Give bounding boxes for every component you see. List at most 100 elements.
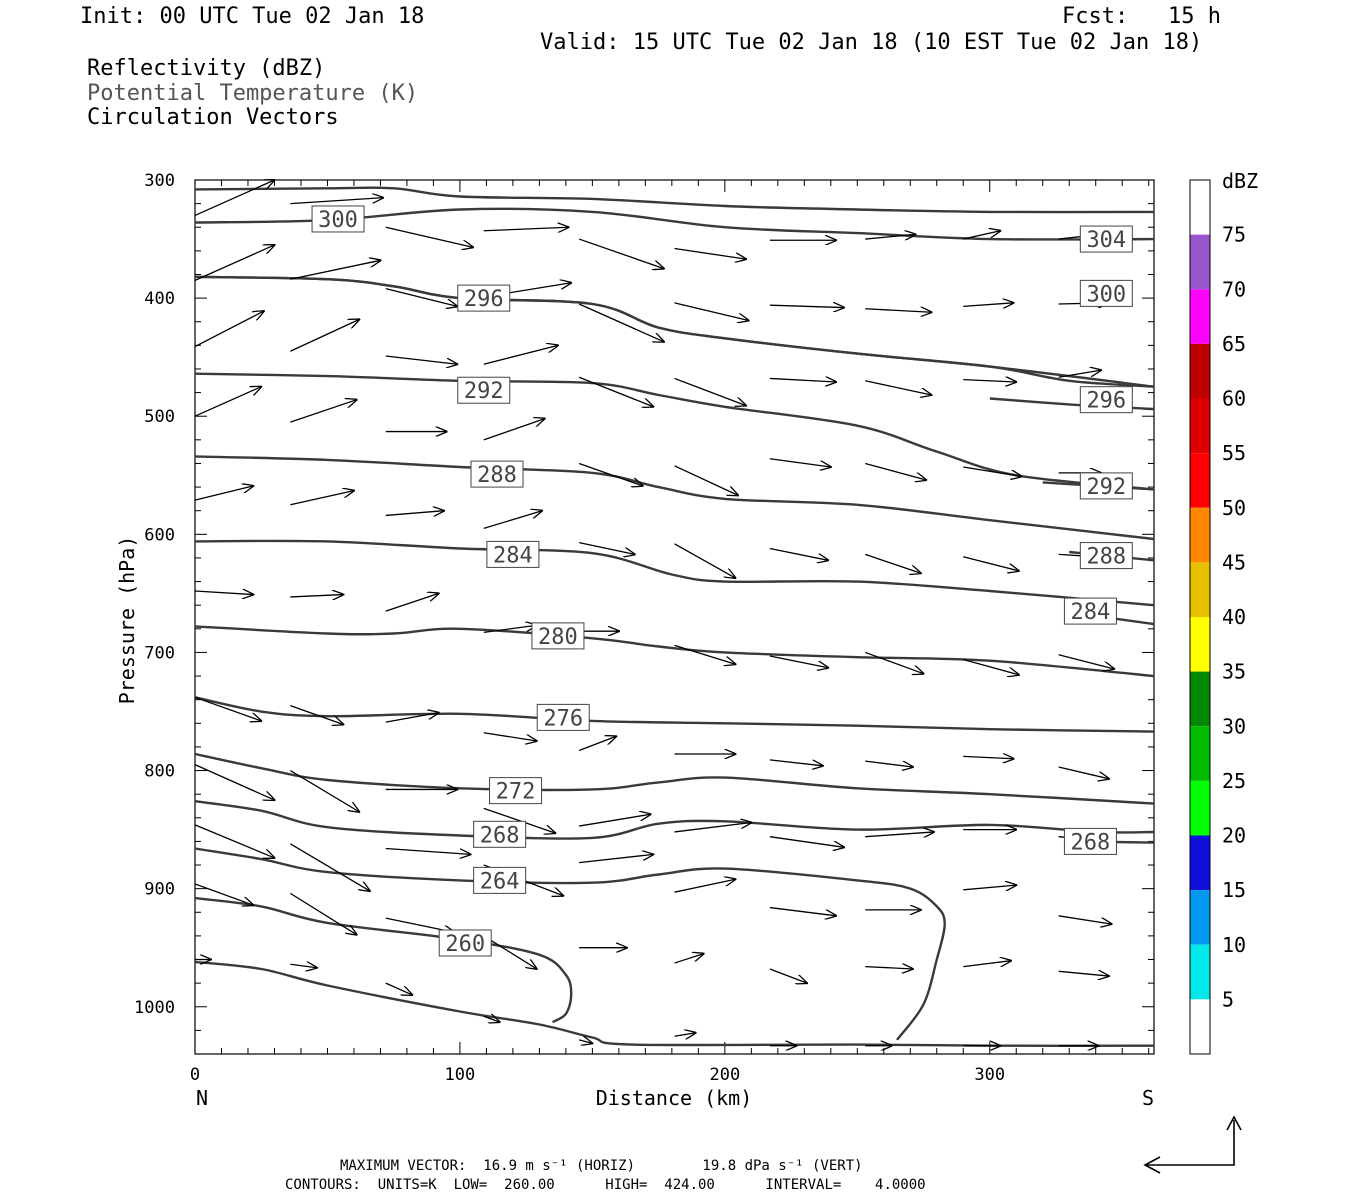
- circulation-vector: [963, 466, 1021, 476]
- valid-time: Valid: 15 UTC Tue 02 Jan 18 (10 EST Tue …: [540, 30, 1203, 55]
- circulation-vector: [963, 885, 1016, 890]
- circulation-vector: [290, 704, 343, 725]
- contour-label-box: [470, 460, 524, 488]
- circulation-vector: [865, 651, 923, 673]
- circulation-vector: [769, 906, 836, 916]
- circulation-vector: [290, 843, 369, 891]
- circulation-vector: [578, 736, 616, 752]
- circulation-vector: [290, 319, 359, 352]
- circulation-vector: [674, 543, 736, 578]
- contour-label-box: [531, 622, 585, 650]
- contour-label: 300: [318, 208, 358, 233]
- circulation-vector: [865, 760, 913, 767]
- circulation-vector: [483, 935, 537, 969]
- contour-labels: 304 300 300 296 296 292 292 288 288 284 284 280 276 2…: [311, 205, 1133, 957]
- colorbar-label: 55: [1222, 441, 1246, 465]
- theta-contour-line: [194, 539, 1155, 607]
- contour-label-box: [1079, 225, 1133, 253]
- y-tick-label: 400: [144, 289, 175, 309]
- circulation-vector: [290, 964, 316, 968]
- contour-label-box: [438, 929, 492, 957]
- circulation-vector: [769, 305, 844, 307]
- circulation-vector: [963, 658, 1019, 675]
- field-label-reflectivity: Reflectivity (dBZ): [87, 56, 326, 81]
- x-axis-title: Distance (km): [596, 1086, 753, 1110]
- contour-label-box: [536, 703, 590, 731]
- circulation-vector: [385, 355, 458, 364]
- y-axis-title: Pressure (hPa): [115, 536, 139, 705]
- plot-border: [194, 179, 1155, 1055]
- circulation-vector: [194, 824, 274, 858]
- circulation-vector: [674, 377, 747, 405]
- circulation-vector: [865, 309, 931, 313]
- circulation-vector: [769, 759, 823, 766]
- circulation-vector: [674, 465, 739, 496]
- circulation-vector: [674, 247, 747, 260]
- circulation-vector: [194, 387, 261, 417]
- circulation-vector: [483, 732, 537, 741]
- circulation-vector: [963, 961, 1011, 968]
- contour-label-box: [473, 820, 527, 848]
- circulation-vector: [194, 486, 253, 501]
- circulation-vector: [385, 593, 439, 612]
- contour-label: 260: [445, 932, 485, 957]
- theta-contour-line: [194, 186, 1155, 214]
- circulation-vector: [579, 814, 651, 827]
- contour-label-box: [1079, 279, 1133, 307]
- contour-label-box: [311, 205, 365, 233]
- contour-label: 296: [464, 287, 504, 312]
- y-tick-label: 600: [144, 525, 175, 545]
- circulation-vector: [865, 967, 913, 969]
- circulation-vector: [483, 511, 542, 530]
- circulation-vector: [483, 625, 537, 633]
- y-tick-label: 300: [144, 171, 175, 191]
- theta-contour-line: [194, 752, 1155, 805]
- contour-label-box: [457, 376, 511, 404]
- contour-label: 272: [496, 780, 536, 805]
- circulation-vector: [578, 238, 664, 269]
- circulation-vector: [769, 547, 828, 560]
- circulation-vector: [483, 345, 558, 365]
- colorbar-label: 40: [1222, 605, 1246, 629]
- theta-contour-line: [194, 455, 1155, 541]
- contour-label: 300: [1086, 282, 1126, 307]
- colorbar-segment: [1190, 562, 1210, 617]
- init-time: Init: 00 UTC Tue 02 Jan 18: [80, 4, 425, 29]
- circulation-vector: [674, 302, 749, 321]
- circulation-vector: [385, 288, 458, 307]
- contour-label: 292: [1086, 475, 1126, 500]
- colorbar-label: 5: [1222, 987, 1234, 1011]
- colorbar-label: 35: [1222, 660, 1246, 684]
- contour-label-box: [1079, 472, 1133, 500]
- theta-contour-line: [194, 696, 1155, 733]
- colorbar-segment: [1190, 944, 1210, 1000]
- colorbar-segment: [1190, 180, 1210, 235]
- contour-label: 288: [1086, 545, 1126, 570]
- x-tick-label: 100: [445, 1065, 476, 1085]
- colorbar-label: 50: [1222, 496, 1246, 520]
- circulation-vector: [769, 968, 807, 983]
- field-label-vectors: Circulation Vectors: [87, 105, 339, 130]
- theta-contour-line: [194, 800, 1155, 840]
- circulation-vector: [290, 892, 356, 934]
- circulation-vector: [385, 511, 444, 516]
- contour-info: CONTOURS: UNITS=K LOW= 260.00 HIGH= 424.…: [285, 1177, 926, 1193]
- contour-label: 268: [1071, 830, 1111, 855]
- colorbar-segment: [1190, 289, 1210, 344]
- colorbar-segment: [1190, 726, 1210, 781]
- field-label-theta: Potential Temperature (K): [87, 81, 419, 106]
- theta-contour-line: [194, 625, 1155, 678]
- circulation-vector: [483, 1016, 500, 1022]
- circulation-vector: [483, 227, 569, 231]
- circulation-vector: [290, 595, 343, 597]
- y-tick-label: 1000: [134, 998, 175, 1018]
- colorbar-segment: [1190, 671, 1210, 727]
- circulation-vector: [578, 541, 635, 555]
- circulation-vector: [1058, 654, 1115, 669]
- circulation-vector: [385, 226, 473, 247]
- contour-label: 264: [480, 869, 520, 894]
- colorbar-segment: [1190, 890, 1210, 945]
- x-axis-right-end: S: [1142, 1086, 1154, 1110]
- contour-label: 296: [1086, 389, 1126, 414]
